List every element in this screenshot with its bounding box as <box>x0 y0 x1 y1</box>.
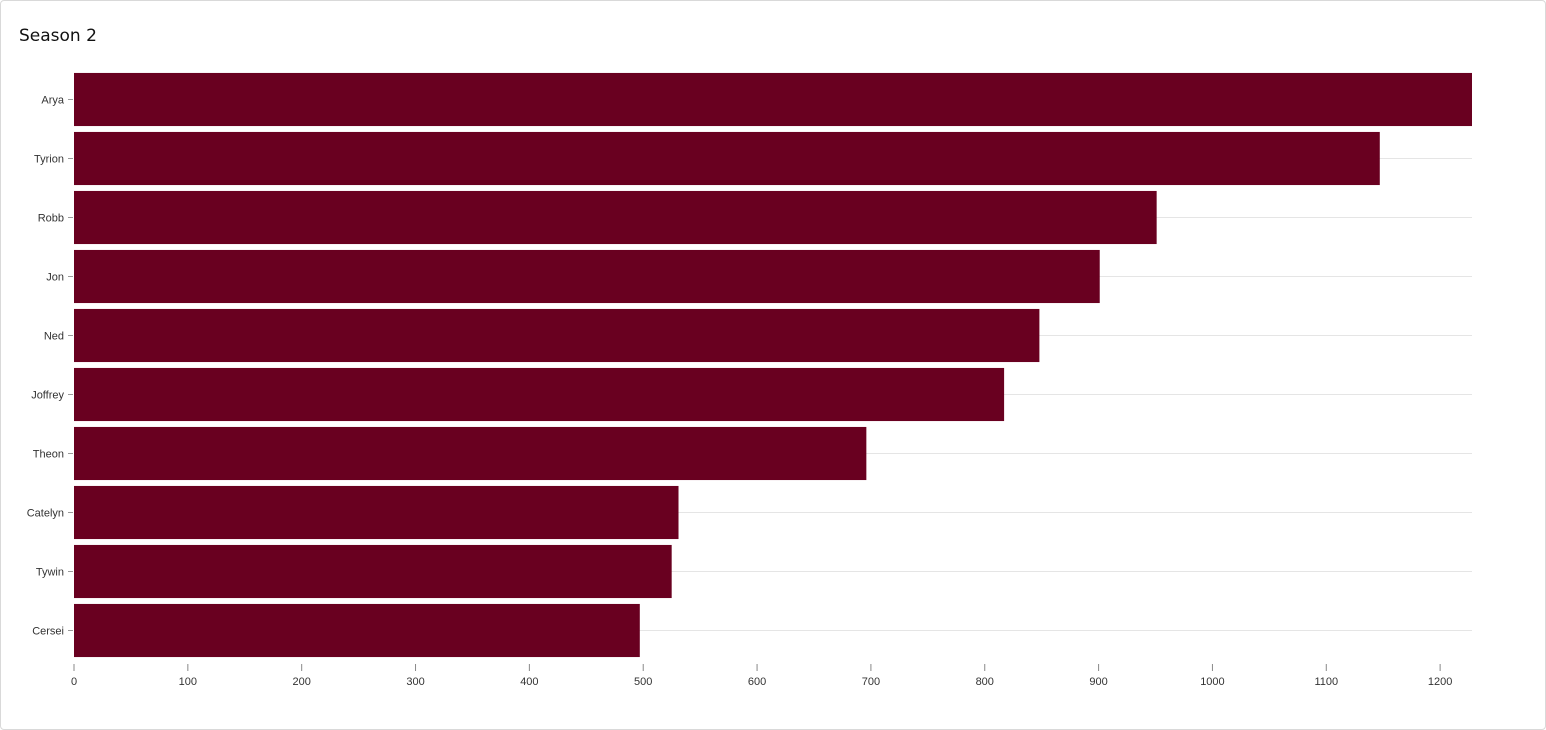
y-tick-label: Jon <box>46 272 64 284</box>
y-axis: Arya Tyrion Robb Jon Ned Joffrey Theon Catelyn T… <box>27 95 73 638</box>
x-tick-label: 0 <box>71 676 77 688</box>
y-tick-label: Tyrion <box>34 154 64 166</box>
x-axis: 0 100 200 300 400 500 600 700 800 900 1000 1100 1200 <box>71 664 1452 688</box>
bar-robb[interactable] <box>74 190 1157 245</box>
x-tick-label: 800 <box>976 676 994 688</box>
chart-title: Season 2 <box>19 26 97 46</box>
x-tick-label: 1200 <box>1428 676 1452 688</box>
x-tick-label: 600 <box>748 676 766 688</box>
y-tick-label: Joffrey <box>31 390 64 402</box>
y-tick-label: Arya <box>41 95 65 107</box>
x-tick-label: 900 <box>1089 676 1107 688</box>
bar-tywin[interactable] <box>74 544 672 599</box>
y-tick-label: Tywin <box>36 567 64 579</box>
x-tick-label: 1100 <box>1314 676 1338 688</box>
y-tick-label: Robb <box>38 213 64 225</box>
x-tick-label: 500 <box>634 676 652 688</box>
x-tick-label: 400 <box>520 676 538 688</box>
bar-tyrion[interactable] <box>74 131 1380 186</box>
y-tick-label: Cersei <box>32 626 64 638</box>
bar-cersei[interactable] <box>74 603 640 658</box>
x-tick-label: 300 <box>406 676 424 688</box>
bar-arya[interactable] <box>74 72 1472 127</box>
x-tick-label: 700 <box>862 676 880 688</box>
bar-theon[interactable] <box>74 426 867 481</box>
x-tick-label: 200 <box>293 676 311 688</box>
bars <box>74 72 1472 658</box>
bar-catelyn[interactable] <box>74 485 679 540</box>
bar-jon[interactable] <box>74 249 1100 304</box>
y-tick-label: Ned <box>44 331 64 343</box>
bar-joffrey[interactable] <box>74 367 1005 422</box>
y-tick-label: Catelyn <box>27 508 64 520</box>
bar-ned[interactable] <box>74 308 1040 363</box>
x-tick-label: 100 <box>179 676 197 688</box>
y-tick-label: Theon <box>33 449 64 461</box>
x-tick-label: 1000 <box>1200 676 1224 688</box>
